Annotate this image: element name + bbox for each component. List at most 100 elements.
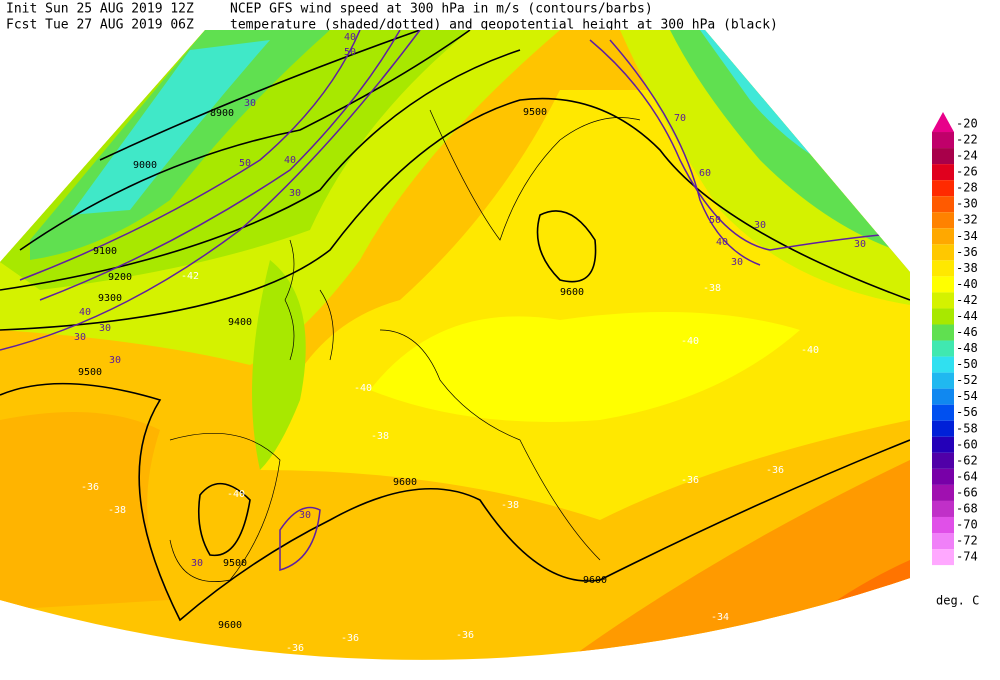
height-contour [19, 30, 471, 251]
temperature-shade [670, 30, 910, 272]
colorbar-cell [932, 452, 954, 469]
colorbar-label: -52 [956, 373, 978, 387]
wind-label: 50 [239, 158, 251, 169]
temperature-shade [0, 412, 170, 610]
height-contour [0, 382, 910, 622]
colorbar-label: -48 [956, 341, 978, 355]
wind-label: 30 [854, 239, 866, 250]
wind-label: 50 [709, 215, 721, 226]
colorbar-label: -50 [956, 357, 978, 371]
height-label: 9300 [98, 293, 122, 304]
colorbar-label: -38 [956, 261, 978, 275]
colorbar-label: -46 [956, 325, 978, 339]
colorbar-cell [932, 308, 954, 325]
height-contour [0, 97, 910, 331]
wind-label: 70 [674, 113, 686, 124]
temperature-label: -38 [108, 505, 126, 516]
height-label: 9600 [393, 477, 417, 488]
height-label: 9000 [133, 160, 157, 171]
coastline [169, 109, 641, 582]
wind-label: 30 [299, 510, 311, 521]
temperature-label: -36 [681, 475, 699, 486]
height-contours [0, 30, 910, 622]
colorbar-label: -54 [956, 389, 978, 403]
colorbar-cell [932, 292, 954, 309]
wind-contour [279, 506, 321, 571]
wind-label: 30 [754, 220, 766, 231]
temperature-label: -36 [286, 643, 304, 654]
colorbar-arrow [932, 112, 954, 133]
wind-contour [19, 30, 361, 281]
colorbar-cell [932, 212, 954, 229]
wind-label: 40 [344, 32, 356, 43]
colorbar-cell [932, 148, 954, 165]
height-label: 9400 [228, 317, 252, 328]
colorbar-label: -64 [956, 469, 978, 483]
temperature-shade [620, 30, 910, 305]
wind-contour [0, 30, 421, 351]
height-label: 9500 [523, 107, 547, 118]
temperature-label: -40 [227, 489, 245, 500]
colorbar-label: -72 [956, 534, 978, 548]
temperature-shade [370, 312, 800, 422]
colorbar-label: -58 [956, 421, 978, 435]
colorbar-label: -30 [956, 197, 978, 211]
colorbar-cell [932, 196, 954, 213]
colorbar-cell [932, 388, 954, 405]
temperature-label: -40 [801, 345, 819, 356]
colorbar-label: -56 [956, 405, 978, 419]
temperature-label: -38 [703, 283, 721, 294]
colorbar-cell [932, 484, 954, 501]
forecast-time: Fcst Tue 27 AUG 2019 06Z [6, 18, 194, 33]
colorbar-cell [932, 132, 954, 149]
colorbar-label: -28 [956, 181, 978, 195]
height-label: 8900 [210, 108, 234, 119]
wind-label: 60 [699, 168, 711, 179]
wind-label: 40 [79, 307, 91, 318]
temperature-label: -36 [81, 482, 99, 493]
colorbar-label: -22 [956, 133, 978, 147]
colorbar-label: -42 [956, 293, 978, 307]
temperature-label: -38 [501, 500, 519, 511]
height-label: 9100 [93, 246, 117, 257]
map-area [0, 30, 910, 660]
colorbar-cell [932, 180, 954, 197]
wind-label: 30 [289, 188, 301, 199]
wind-label: 30 [191, 558, 203, 569]
height-label: 9500 [78, 367, 102, 378]
height-contour [99, 30, 421, 161]
title-line: temperature (shaded/dotted) and geopoten… [230, 18, 778, 33]
wind-contour [39, 30, 401, 301]
wind-label: 40 [284, 155, 296, 166]
temperature-label: -40 [681, 336, 699, 347]
colorbar-cell [932, 324, 954, 341]
height-label: 9600 [218, 620, 242, 631]
wind-label: 30 [244, 98, 256, 109]
wind-label: 30 [74, 332, 86, 343]
colorbar-cell [932, 500, 954, 517]
height-label: 9600 [583, 575, 607, 586]
colorbar-label: -60 [956, 437, 978, 451]
init-time: Init Sun 25 AUG 2019 12Z [6, 2, 194, 17]
colorbar-cell [932, 356, 954, 373]
colorbar-cell [932, 340, 954, 357]
colorbar-cell [932, 260, 954, 277]
height-label: 9600 [560, 287, 584, 298]
colorbar-cell [932, 436, 954, 453]
colorbar-label: -40 [956, 277, 978, 291]
colorbar-label: -44 [956, 309, 978, 323]
wind-label: 40 [716, 237, 728, 248]
temperature-label: -34 [711, 612, 729, 623]
colorbar-label: -62 [956, 453, 978, 467]
title-line: NCEP GFS wind speed at 300 hPa in m/s (c… [230, 2, 653, 17]
height-contour [536, 210, 597, 283]
temperature-label: -36 [456, 630, 474, 641]
colorbar-label: -36 [956, 245, 978, 259]
height-label: 9200 [108, 272, 132, 283]
colorbar-label: -66 [956, 485, 978, 499]
colorbar-label: -32 [956, 213, 978, 227]
colorbar-cell [932, 468, 954, 485]
colorbar-label: -34 [956, 229, 978, 243]
